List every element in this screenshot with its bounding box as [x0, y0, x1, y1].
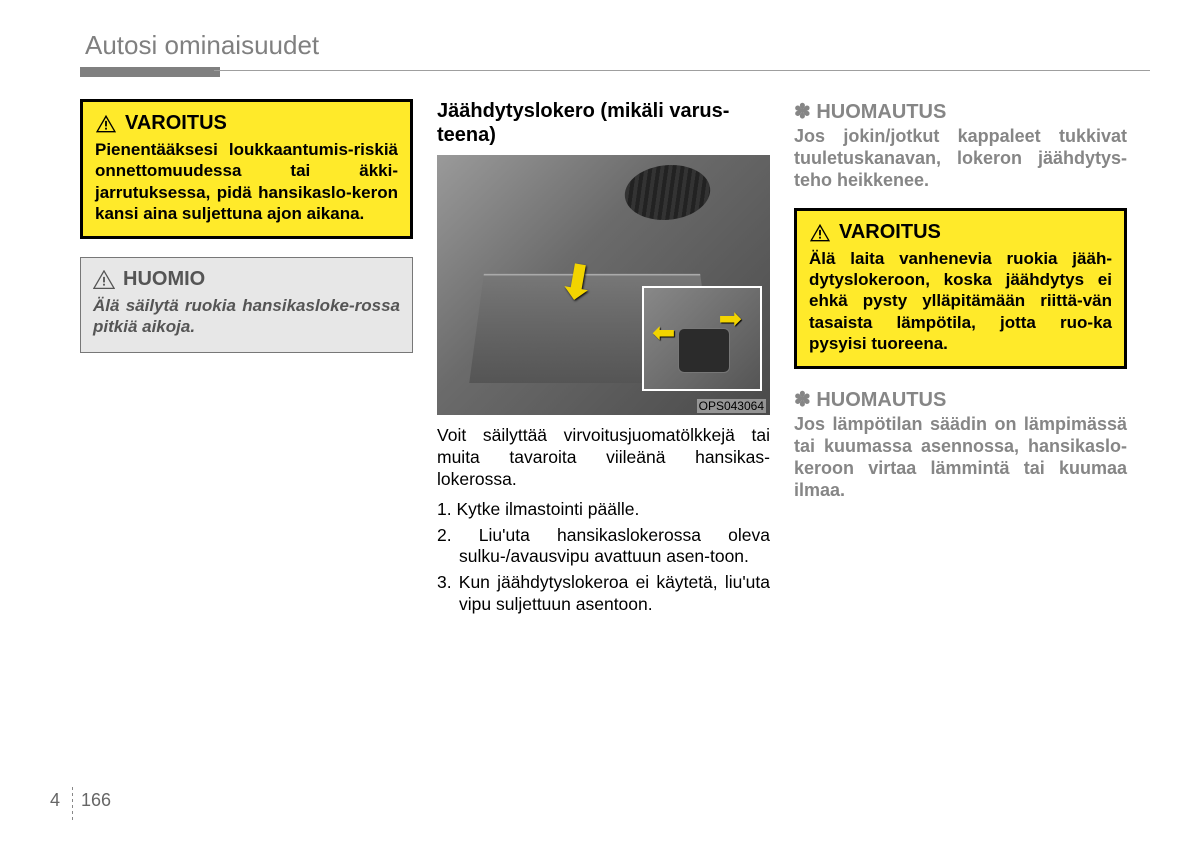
notice-title-text: ✽ HUOMAUTUS: [794, 389, 946, 411]
page-header: Autosi ominaisuudet: [80, 30, 1150, 77]
header-rule: [214, 70, 1150, 71]
manual-page: Autosi ominaisuudet VAROITUS Pienentääks…: [0, 0, 1200, 620]
step-item: 1. Kytke ilmastointi päälle.: [437, 499, 770, 521]
warning-box-1: VAROITUS Pienentääksesi loukkaantumis-ri…: [80, 99, 413, 239]
warning-triangle-icon: [809, 223, 831, 242]
glovebox-figure: ⬇ ⬅ ➡ OPS043064: [437, 155, 770, 415]
step-list: 1. Kytke ilmastointi päälle. 2. Liu'uta …: [437, 499, 770, 616]
content-columns: VAROITUS Pienentääksesi loukkaantumis-ri…: [80, 99, 1150, 620]
figure-inset: ⬅ ➡: [642, 286, 762, 391]
caution-box: HUOMIO Älä säilytä ruokia hansikasloke-r…: [80, 257, 413, 353]
warning-body-text: Pienentääksesi loukkaantumis-riskiä onne…: [95, 139, 398, 224]
notice-body-1: Jos jokin/jotkut kappaleet tukkivat tuul…: [794, 126, 1127, 192]
intro-paragraph: Voit säilyttää virvoitusjuomatölkkejä ta…: [437, 425, 770, 491]
column-3: ✽ HUOMAUTUS Jos jokin/jotkut kappaleet t…: [794, 99, 1127, 620]
figure-code: OPS043064: [697, 399, 766, 413]
warning-title-text: VAROITUS: [125, 112, 227, 135]
chapter-number: 4: [50, 790, 68, 811]
caution-triangle-icon: [93, 270, 115, 289]
caution-body-text: Älä säilytä ruokia hansikasloke-rossa pi…: [93, 295, 400, 338]
figure-control-knob: [678, 328, 730, 373]
notice-body-2: Jos lämpötilan säädin on lämpimässä tai …: [794, 414, 1127, 502]
warning-title-text: VAROITUS: [839, 221, 941, 244]
step-item: 2. Liu'uta hansikaslokerossa oleva sulku…: [437, 525, 770, 569]
step-item: 3. Kun jäähdytyslokeroa ei käytetä, liu'…: [437, 572, 770, 616]
notice-title-2: ✽ HUOMAUTUS: [794, 387, 1127, 412]
figure-air-vent: [621, 165, 714, 220]
section-heading: Jäähdytyslokero (mikäli varus-teena): [437, 99, 770, 147]
notice-title-text: ✽ HUOMAUTUS: [794, 101, 946, 123]
warning-title: VAROITUS: [95, 112, 398, 135]
header-accent-bar: [80, 67, 220, 77]
warning-title: VAROITUS: [809, 221, 1112, 244]
caution-title: HUOMIO: [93, 268, 400, 291]
warning-box-2: VAROITUS Älä laita vanhenevia ruokia jää…: [794, 208, 1127, 369]
notice-title-1: ✽ HUOMAUTUS: [794, 99, 1127, 124]
column-1: VAROITUS Pienentääksesi loukkaantumis-ri…: [80, 99, 413, 620]
page-footer: 4 166: [50, 783, 111, 817]
page-number: 166: [77, 790, 111, 811]
left-arrow-icon: ⬅: [652, 316, 675, 349]
warning-body-text: Älä laita vanhenevia ruokia jääh-dytyslo…: [809, 248, 1112, 354]
footer-divider: [72, 787, 73, 821]
column-2: Jäähdytyslokero (mikäli varus-teena) ⬇ ⬅…: [437, 99, 770, 620]
warning-triangle-icon: [95, 114, 117, 133]
header-title: Autosi ominaisuudet: [80, 30, 1150, 67]
caution-title-text: HUOMIO: [123, 268, 205, 291]
